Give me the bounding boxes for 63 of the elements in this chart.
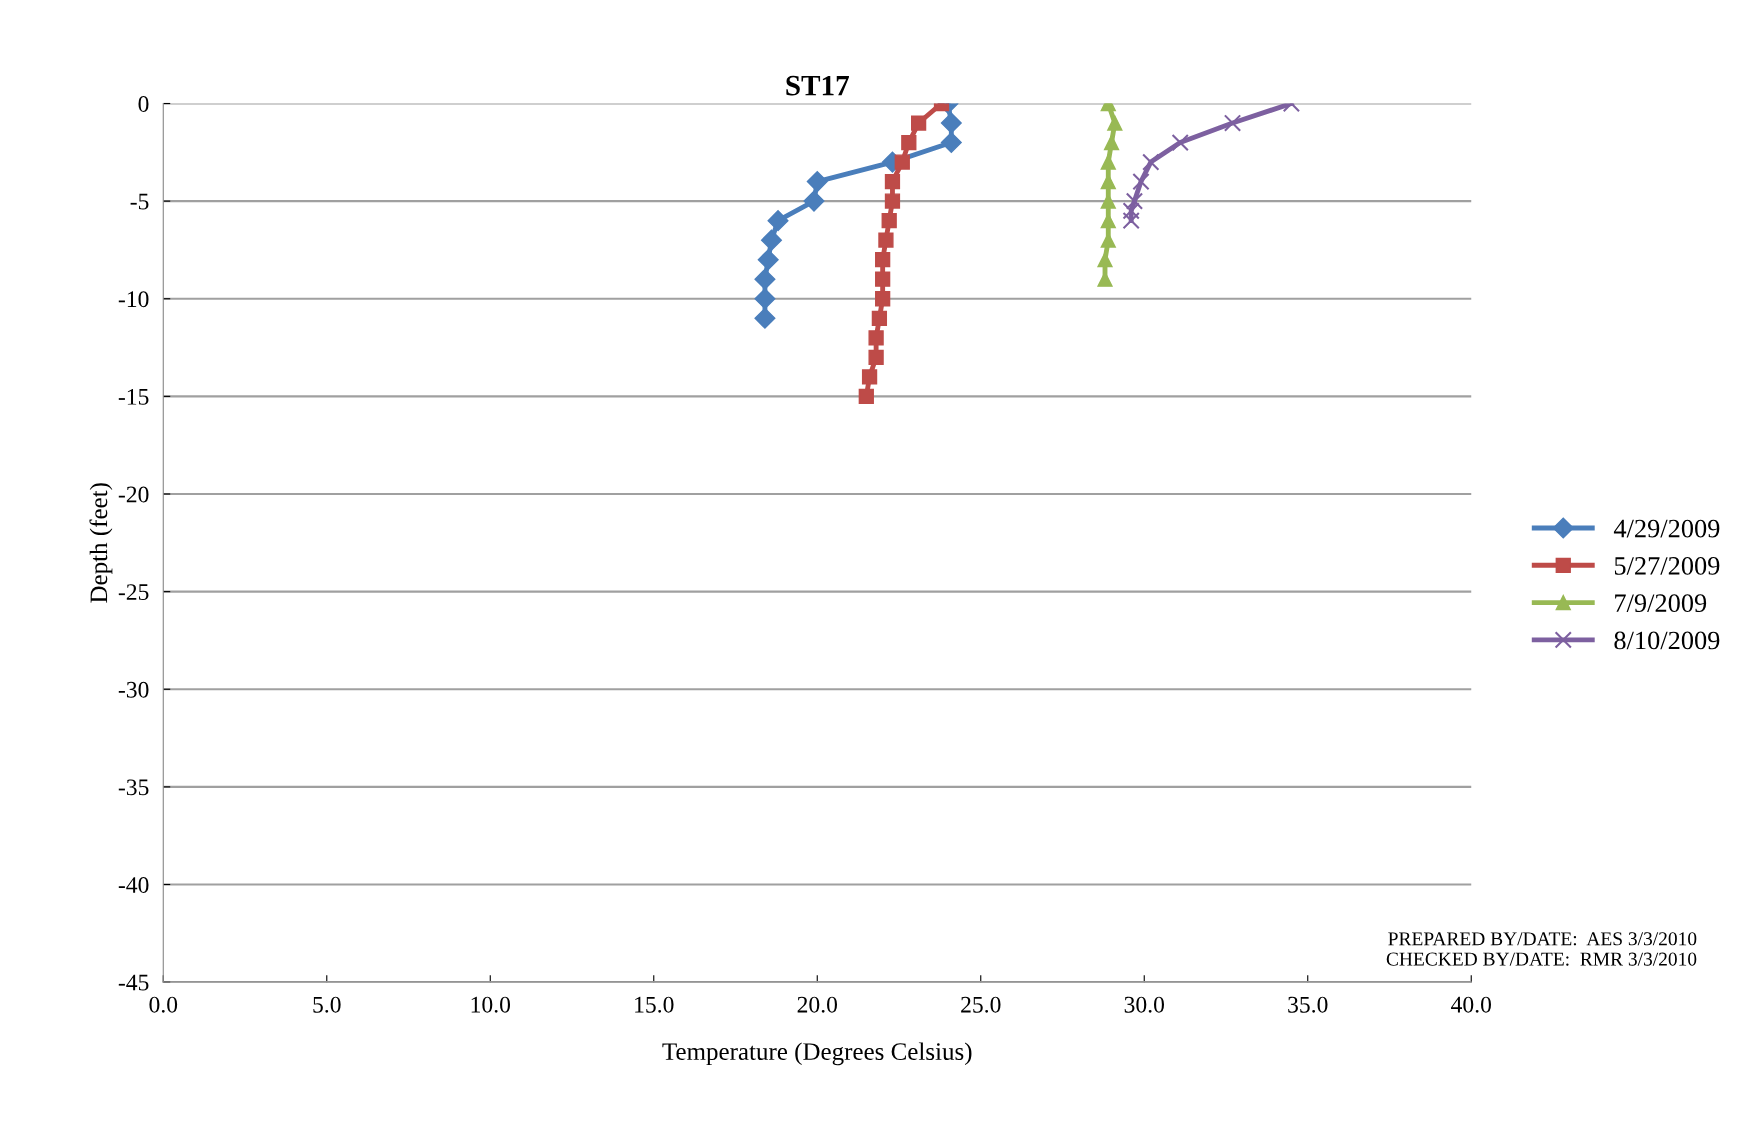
y-tick-label: -10 [118, 291, 149, 308]
x-tick-label: 30.0 [1124, 996, 1165, 1013]
point [806, 171, 828, 193]
point [1223, 114, 1242, 132]
point [1107, 115, 1123, 131]
point [1122, 211, 1140, 230]
x-tick-label: 5.0 [313, 996, 341, 1013]
legend-label: 7/9/2009 [1615, 594, 1707, 613]
point [1142, 153, 1160, 171]
point [767, 210, 789, 232]
point [910, 115, 927, 131]
x-tick-label: 10.0 [471, 996, 511, 1013]
point [858, 388, 874, 405]
y-tick-label: -35 [118, 779, 149, 796]
point [754, 268, 776, 290]
point [1103, 134, 1120, 151]
y-tick-label: -5 [130, 193, 149, 210]
point [940, 112, 962, 134]
x-tick-label: 20.0 [797, 996, 838, 1013]
y-tick-label: -45 [118, 974, 149, 991]
point [868, 330, 884, 346]
point [875, 271, 891, 287]
legend-label: 5/27/2009 [1614, 556, 1720, 575]
y-tick-label: 0 [138, 95, 149, 112]
point [878, 232, 894, 248]
legend-label: 8/10/2009 [1614, 631, 1720, 650]
point [940, 132, 962, 154]
point [884, 173, 901, 190]
point [894, 154, 910, 170]
point [757, 249, 779, 271]
point [803, 190, 825, 212]
annotation: PREPARED BY/DATE: AES 3/3/2010 CHECKED BY/DATE: RMR 3/3/2010 [1386, 932, 1697, 966]
point [754, 307, 776, 329]
y-tick-label: -20 [118, 486, 149, 503]
point [1132, 172, 1150, 191]
x-tick-label: 15.0 [635, 996, 674, 1013]
chart-title: ST17 [786, 75, 849, 96]
point [1125, 192, 1144, 210]
y-tick-label: -30 [118, 681, 149, 698]
point [760, 229, 782, 251]
point [1171, 133, 1189, 152]
y-axis-title: Depth (feet) [89, 483, 113, 603]
point [875, 291, 891, 307]
legend-label: 4/29/2009 [1613, 519, 1720, 538]
point [1122, 202, 1140, 220]
point [881, 213, 897, 229]
y-tick-label: -15 [118, 388, 149, 405]
x-tick-label: 40.0 [1451, 996, 1491, 1013]
x-axis-title: Temperature (Degrees Celsius) [662, 1042, 972, 1066]
y-tick-label: -40 [118, 876, 149, 893]
point [861, 369, 878, 385]
point [868, 349, 884, 365]
x-tick-label: 35.0 [1288, 996, 1328, 1013]
point [754, 288, 776, 310]
point [1097, 252, 1113, 268]
x-tick-label: 25.0 [961, 996, 1001, 1013]
y-tick-label: -25 [118, 584, 149, 601]
point [875, 252, 891, 268]
point [871, 310, 888, 326]
point [884, 193, 901, 209]
x-tick-label: 0.0 [149, 996, 178, 1013]
point [1100, 154, 1116, 170]
point [901, 134, 917, 151]
